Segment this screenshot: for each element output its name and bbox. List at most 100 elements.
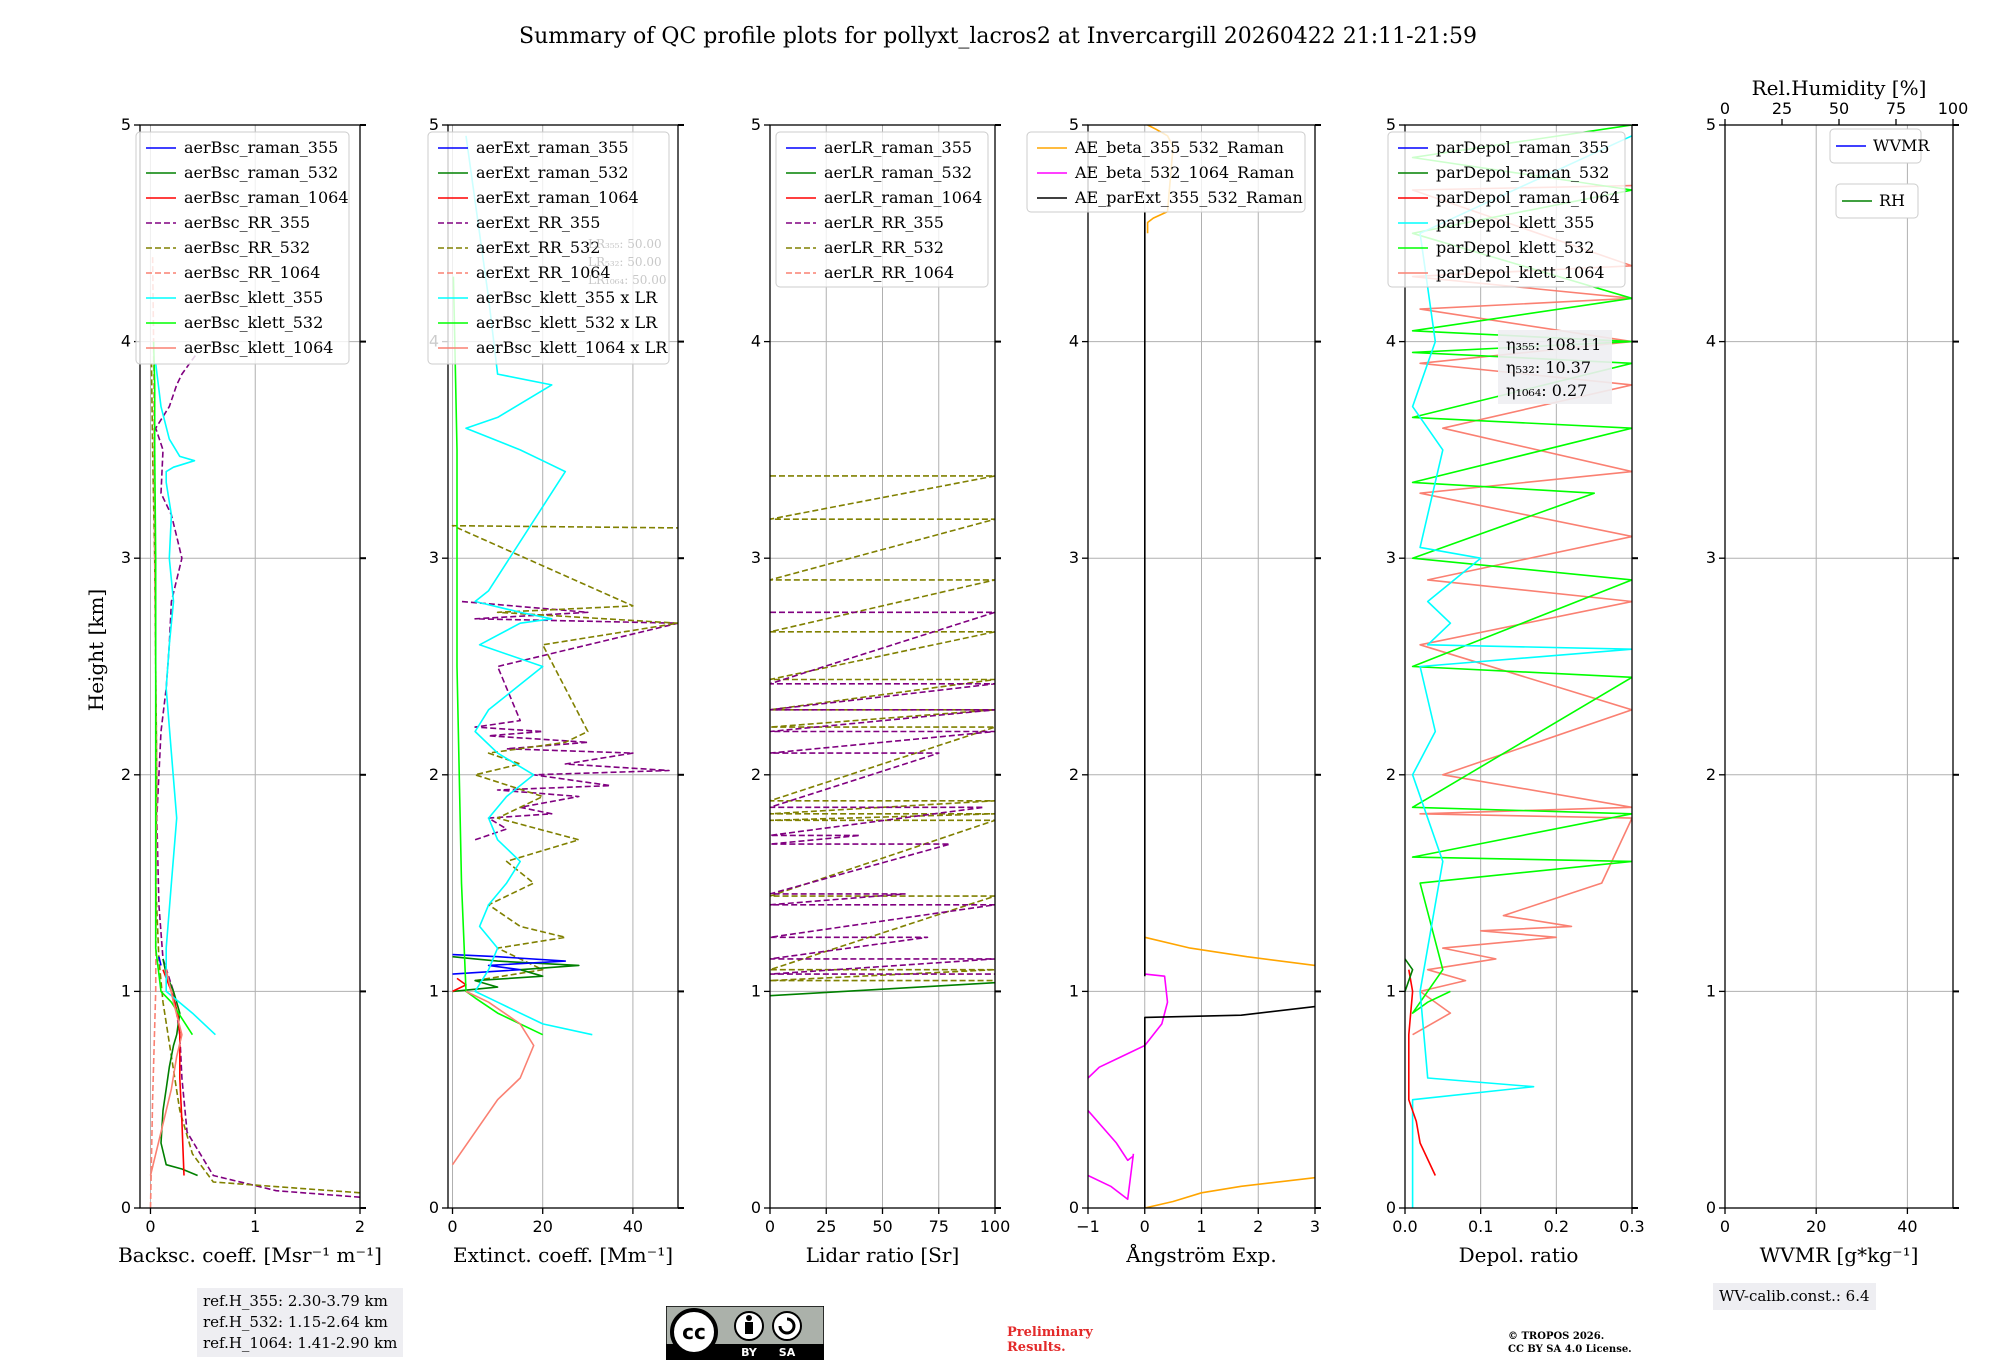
series-line-parDepol_klett_355 [1411, 135, 1632, 1208]
x-axis-label: Ångström Exp. [1125, 1242, 1276, 1267]
series-line-aerLR_raman_532 [770, 981, 995, 997]
x-tick-label: 50 [872, 1217, 892, 1236]
legend-label: aerExt_RR_355 [476, 213, 600, 232]
y-tick-label: 5 [751, 115, 761, 134]
axes-frame [1404, 124, 1633, 1209]
series-line-aerExt_RR_355 [461, 600, 678, 841]
eta-box [1498, 330, 1612, 404]
legend-label: aerLR_raman_532 [824, 163, 972, 182]
legend-label: aerBsc_klett_355 x LR [476, 288, 658, 307]
y-tick-label: 0 [429, 1198, 439, 1217]
ref-heights-box: ref.H_355: 2.30-3.79 km ref.H_532: 1.15-… [197, 1288, 404, 1357]
series-line-aerExt_raman_1064 [452, 977, 467, 993]
x-tick-label: 3 [1310, 1217, 1320, 1236]
legend-label: aerBsc_klett_532 [184, 313, 323, 332]
x-tick-label: 20 [1806, 1217, 1826, 1236]
y-tick-label: 2 [1069, 765, 1079, 784]
series-line-AE_beta_532_1064_Raman [1088, 1153, 1135, 1201]
series-line-parDepol_raman_532 [1405, 958, 1414, 992]
x-axis-label: Lidar ratio [Sr] [806, 1243, 960, 1267]
series-line-aerBsc_klett_355 x LR [465, 135, 593, 1036]
series-group [149, 254, 360, 1208]
y-tick-label: 2 [121, 765, 131, 784]
y-tick-label: 0 [751, 1198, 761, 1217]
y-tick-label: 1 [429, 981, 439, 1000]
legend-label: aerBsc_klett_355 [184, 288, 323, 307]
series-line-AE_beta_532_1064_Raman [1088, 1109, 1134, 1162]
wv-calib-constant: WV-calib.const.: 6.4 [1719, 1287, 1870, 1305]
x-axis-label: Extinct. coeff. [Mm⁻¹] [453, 1243, 673, 1267]
legend-box [135, 131, 350, 365]
x-tick-label: 0 [1720, 1217, 1730, 1236]
top-x-tick-label: 25 [1772, 99, 1792, 118]
y-tick-label: 4 [751, 332, 761, 351]
legend-label: aerLR_raman_355 [824, 138, 972, 157]
series-line-aerBsc_raman_532 [160, 958, 198, 1177]
y-tick-label: 1 [121, 981, 131, 1000]
y-tick-label: 2 [751, 765, 761, 784]
y-tick-label: 5 [1386, 115, 1396, 134]
lidar-ratio-note: LR₁₀₆₄: 50.00 [588, 273, 666, 287]
preliminary-results-note: Preliminary Results. [1007, 1325, 1093, 1355]
y-axis-label: Height [km] [84, 589, 108, 711]
top-x-axis-label: Rel.Humidity [%] [1752, 76, 1927, 100]
x-tick-label: 20 [533, 1217, 553, 1236]
series-group [1088, 125, 1315, 1208]
legend-label: aerBsc_raman_532 [184, 163, 338, 182]
legend-label: aerExt_raman_532 [476, 163, 629, 182]
x-axis-label: Depol. ratio [1459, 1243, 1579, 1267]
y-tick-label: 4 [1386, 332, 1396, 351]
svg-text:cc: cc [682, 1320, 706, 1344]
legend-label: aerLR_RR_1064 [824, 263, 954, 282]
x-tick-label: 0.2 [1544, 1217, 1569, 1236]
legend-label: aerBsc_raman_355 [184, 138, 338, 157]
y-tick-label: 0 [1386, 1198, 1396, 1217]
legend-label: aerExt_RR_532 [476, 238, 600, 257]
y-tick-label: 1 [1386, 981, 1396, 1000]
x-tick-label: 0 [447, 1217, 457, 1236]
panel-backscatter: 0 1 2 3 4 5 0 1 2 Backsc. coeff. [Msr⁻¹ m⁻¹] aerBs… [118, 115, 382, 1267]
legend-label: parDepol_raman_532 [1436, 163, 1609, 182]
legend-label: parDepol_raman_355 [1436, 138, 1609, 157]
x-tick-label: 1 [1196, 1217, 1206, 1236]
series-line-aerBsc_klett_532 [152, 341, 194, 1036]
panel-extinction: 01234502040Extinct. coeff. [Mm⁻¹]aerExt_… [427, 115, 684, 1267]
legend-label: AE_beta_532_1064_Raman [1074, 163, 1294, 182]
series-line-aerLR_RR_532 [770, 475, 995, 982]
y-tick-label: 0 [121, 1198, 131, 1217]
x-tick-label: 40 [623, 1217, 643, 1236]
figure-title: Summary of QC profile plots for pollyxt_… [519, 24, 1477, 49]
y-tick-label: 3 [429, 548, 439, 567]
copyright-note: © TROPOS 2026. CC BY SA 4.0 License. [1508, 1330, 1632, 1356]
legend-label: aerBsc_klett_532 x LR [476, 313, 658, 332]
legend-label: parDepol_klett_1064 [1436, 263, 1605, 282]
x-axis-label: WVMR [g*kg⁻¹] [1760, 1243, 1919, 1267]
legend-label: AE_parExt_355_532_Raman [1074, 188, 1303, 207]
cc-by-label: BY [741, 1346, 758, 1359]
top-x-tick-label: 100 [1938, 99, 1969, 118]
y-tick-label: 4 [121, 332, 131, 351]
ref-height-355: ref.H_355: 2.30-3.79 km [203, 1292, 388, 1310]
x-tick-label: 0.3 [1619, 1217, 1644, 1236]
cc-by-sa-license-badge: cc BY SA [666, 1306, 824, 1360]
legend-label: aerBsc_klett_1064 [184, 338, 333, 357]
series-line-aerExt_raman_355 [452, 953, 567, 975]
legend-label: aerLR_RR_355 [824, 213, 944, 232]
cc-sa-label: SA [779, 1346, 796, 1359]
series-line-parDepol_raman_1064 [1408, 969, 1437, 1176]
legend-label: aerExt_raman_1064 [476, 188, 639, 207]
x-tick-label: 40 [1897, 1217, 1917, 1236]
copyright-line-1: © TROPOS 2026. [1508, 1331, 1605, 1342]
series-line-aerExt_RR_532 [451, 524, 678, 982]
x-tick-label: 2 [355, 1217, 365, 1236]
legend-box [1835, 183, 1919, 219]
y-tick-label: 3 [1706, 548, 1716, 567]
y-tick-label: 3 [1069, 548, 1079, 567]
x-tick-label: 2 [1253, 1217, 1263, 1236]
y-tick-label: 3 [751, 548, 761, 567]
y-tick-label: 5 [429, 115, 439, 134]
